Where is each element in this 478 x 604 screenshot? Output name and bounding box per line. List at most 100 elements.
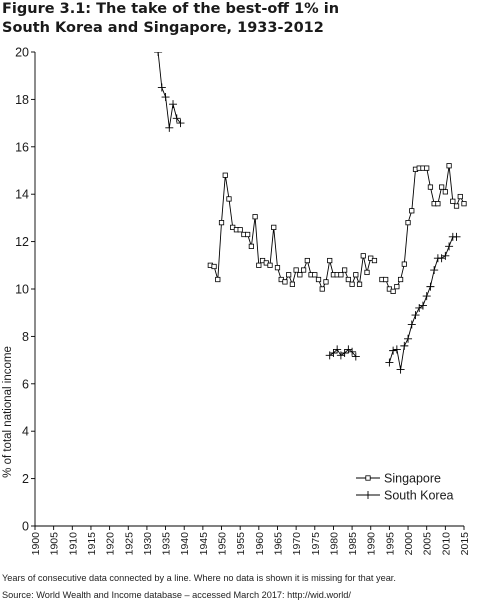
singapore-point: [401, 261, 407, 267]
y-tick-label: 12: [15, 235, 29, 249]
figure-title-line-1: Figure 3.1: The take of the best-off 1% …: [2, 1, 340, 17]
figure-title: Figure 3.1: The take of the best-off 1% …: [2, 0, 472, 38]
south-korea-point: [396, 365, 405, 374]
south-korea-point: [445, 242, 454, 251]
singapore-point: [211, 263, 217, 270]
singapore-point: [439, 184, 445, 190]
south-korea-point: [176, 119, 185, 128]
singapore-point: [457, 193, 463, 200]
south-korea-point: [348, 347, 357, 356]
singapore-point: [338, 272, 344, 278]
south-korea-point: [351, 352, 360, 361]
south-korea-point: [430, 266, 439, 275]
legend-marker-singapore: [365, 475, 371, 481]
singapore-point: [226, 196, 232, 202]
singapore-point: [319, 286, 325, 292]
singapore-point: [252, 214, 258, 220]
legend: Singapore South Korea: [356, 472, 454, 503]
singapore-point: [409, 208, 415, 214]
south-korea-point: [333, 345, 342, 354]
singapore-point: [315, 276, 322, 283]
x-tick-label: 1955: [235, 532, 247, 556]
singapore-point: [286, 272, 292, 278]
x-tick-label: 1985: [347, 532, 359, 556]
south-korea-point: [404, 334, 413, 343]
y-tick-label: 16: [15, 140, 29, 154]
x-tick-label: 1990: [366, 532, 378, 556]
singapore-point: [271, 224, 277, 230]
x-tick-label: 1940: [179, 532, 191, 556]
singapore-point: [390, 288, 396, 294]
south-korea-point: [154, 52, 163, 56]
x-tick-label: 1995: [384, 532, 396, 556]
chart-source: Source: World Wealth and Income database…: [2, 590, 351, 600]
y-tick-label: 14: [15, 188, 29, 202]
y-tick-label: 10: [15, 283, 29, 297]
y-tick-label: 0: [22, 520, 29, 534]
south-korea-point: [172, 114, 181, 123]
singapore-point: [345, 276, 351, 283]
singapore-point: [342, 267, 348, 273]
series-singapore: [207, 163, 467, 294]
south-korea-point: [426, 282, 435, 291]
singapore-point: [274, 265, 281, 271]
south-korea-point: [411, 311, 420, 320]
singapore-point: [383, 276, 389, 283]
south-korea-point: [441, 251, 450, 260]
singapore-point: [371, 257, 378, 264]
x-tick-label: 1925: [123, 532, 135, 556]
singapore-point: [435, 201, 441, 207]
singapore-point: [323, 279, 329, 285]
south-korea-point: [157, 83, 166, 92]
singapore-point: [356, 281, 363, 287]
x-tick-label: 1980: [328, 532, 340, 556]
x-tick-label: 1905: [49, 532, 61, 556]
x-tick-label: 1970: [291, 532, 303, 556]
south-korea-point: [422, 292, 431, 301]
south-korea-point: [389, 346, 398, 355]
singapore-point: [282, 279, 288, 285]
legend-label-singapore: Singapore: [384, 472, 441, 486]
south-korea-point: [340, 348, 349, 357]
plot-area: [154, 52, 467, 374]
x-tick-label: 1930: [142, 532, 154, 556]
y-tick-label: 8: [22, 330, 29, 344]
singapore-point: [461, 201, 467, 207]
singapore-point: [364, 269, 370, 276]
singapore-point: [424, 165, 430, 171]
singapore-point: [349, 281, 355, 287]
x-tick-label: 2000: [403, 532, 415, 556]
singapore-point: [293, 267, 299, 273]
x-tick-label: 1960: [254, 532, 266, 556]
x-tick-label: 1935: [161, 532, 173, 556]
singapore-point: [394, 284, 400, 290]
x-tick-label: 1965: [272, 532, 284, 556]
singapore-point: [442, 189, 448, 195]
legend-marker-south-korea: [364, 491, 372, 499]
series-south-korea: [154, 52, 461, 374]
y-tick-label: 6: [22, 377, 29, 391]
singapore-point: [360, 253, 366, 259]
singapore-point: [427, 184, 434, 190]
south-korea-point: [329, 348, 338, 357]
singapore-point: [267, 262, 273, 268]
south-korea-point: [169, 100, 178, 109]
singapore-point: [297, 272, 303, 278]
singapore-point: [397, 276, 404, 283]
south-korea-point: [452, 232, 461, 241]
x-tick-label: 1900: [30, 532, 42, 556]
singapore-point: [222, 172, 228, 178]
x-tick-label: 1915: [86, 532, 98, 556]
singapore-point: [289, 281, 296, 287]
singapore-point: [237, 227, 243, 233]
figure-title-line-2: South Korea and Singapore, 1933-2012: [2, 20, 324, 36]
chart-note: Years of consecutive data connected by a…: [2, 573, 396, 583]
x-tick-label: 1975: [310, 532, 322, 556]
x-tick-label: 2005: [422, 532, 434, 556]
x-tick-label: 2010: [440, 532, 452, 556]
south-korea-point: [392, 345, 401, 354]
x-tick-label: 1920: [105, 532, 117, 556]
singapore-point: [215, 276, 221, 283]
south-korea-point: [407, 320, 416, 329]
